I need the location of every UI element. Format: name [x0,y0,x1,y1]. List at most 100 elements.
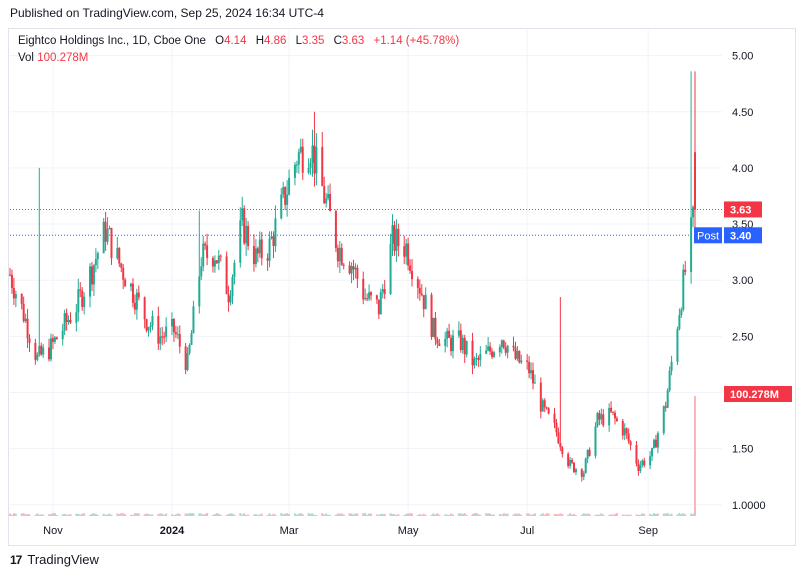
volume-bar [594,514,597,516]
volume-bar [243,513,246,516]
volume-bar [487,513,490,516]
x-tick-label: May [398,525,419,537]
candle-body [477,358,480,360]
volume-bar [407,513,410,516]
candle-body [559,443,562,448]
volume-bar [397,514,400,516]
volume-bar [416,514,419,516]
chart-frame[interactable] [8,28,796,546]
volume-bar [530,514,533,516]
volume-bar [403,514,406,516]
candle-body [420,293,423,296]
volume-bar [215,513,218,516]
candle-body [286,194,289,205]
candle-body [24,318,27,322]
candle-body [245,225,248,244]
volume-bar [245,514,248,516]
candle-body [159,336,162,344]
candle-body [654,439,657,448]
legend-volume: Vol 100.278M [18,52,88,64]
volume-bar [9,513,11,516]
volume-bar [623,514,626,516]
volume-bar [10,514,13,516]
candle-body [186,353,189,370]
candle-body [676,328,679,362]
candle-body [204,243,207,246]
volume-bar [598,514,601,516]
candle-body [329,193,332,212]
candle-body [610,407,613,412]
candle-body [26,318,29,339]
candle-body [539,382,542,412]
candle-body [116,247,119,259]
volume-bar [49,513,52,516]
volume-bar [368,513,371,516]
volume-bar [375,514,378,516]
chart-legend: Eightco Holdings Inc., 1D, Cboe One O4.1… [18,35,459,47]
y-tick-label: 1.0000 [732,500,766,512]
post-price-value: 3.40 [730,230,751,242]
candle-body [163,336,166,338]
volume-bar [143,514,146,516]
candle-body [198,276,201,307]
candle-body [516,350,519,359]
volume-bar [161,513,164,516]
volume-bar [69,514,72,516]
volume-bar [42,514,45,516]
volume-bar [543,514,546,516]
volume-bar [500,514,503,516]
candle-body [627,433,630,442]
candle-body [694,152,696,210]
candle-body [53,337,56,342]
candle-body [580,469,583,477]
candle-body [178,334,181,347]
candle-body [375,295,378,300]
candle-body [40,345,43,355]
candle-body [20,294,23,304]
candle-body [38,345,41,355]
volume-bar [643,513,646,516]
volume-bar [28,514,31,516]
candle-body [309,162,312,169]
volume-bar [352,514,355,516]
candle-body [594,426,597,456]
volume-bar [174,514,177,516]
volume-bar [533,513,536,516]
volume-bar [651,514,654,516]
volume-bar [325,513,328,516]
volume-bar [170,514,173,516]
volume-bar [14,513,17,516]
candle-body [424,294,427,310]
candle-body [12,287,15,299]
volume-bar [662,513,665,516]
candle-body [463,337,466,355]
candle-body [233,262,236,277]
volume-bar [53,513,56,516]
candle-body [65,313,68,323]
volume-bar [129,514,132,516]
volume-bar [492,514,495,516]
candle-body [368,292,371,299]
candle-body [49,338,52,360]
volume-bar [116,513,119,516]
volume-bar [334,514,337,516]
candle-body [184,346,187,370]
candle-body [295,164,298,166]
volume-bar [227,513,230,516]
volume-bar [559,513,562,516]
candle-body [352,266,355,270]
volume-bar [430,514,433,516]
volume-bar [268,513,271,516]
candle-body [629,441,632,446]
volume-bar [178,514,181,516]
volume-bar [356,513,359,516]
volume-bar [311,513,314,516]
candle-body [258,239,261,254]
legend-close-label: C [333,35,342,47]
candle-body [124,279,127,287]
volume-bar [692,513,695,516]
candle-body [96,253,99,260]
volume-bar [656,513,659,516]
volume-bar [258,514,261,516]
